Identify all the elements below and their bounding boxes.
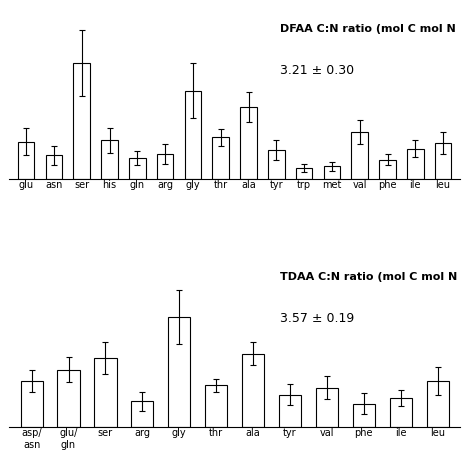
Text: DFAA C:N ratio (mol C mol N: DFAA C:N ratio (mol C mol N [280, 24, 456, 34]
Bar [240, 107, 257, 179]
Bar [427, 381, 449, 427]
Bar [73, 63, 90, 179]
Bar [316, 388, 338, 427]
Bar [101, 140, 118, 179]
Bar [205, 385, 227, 427]
Bar [212, 137, 229, 179]
Bar [129, 158, 146, 179]
Bar [168, 317, 191, 427]
Bar [131, 401, 154, 427]
Bar [18, 142, 35, 179]
Bar [268, 150, 285, 179]
Bar [353, 404, 375, 427]
Bar [184, 91, 201, 179]
Bar [407, 148, 424, 179]
Text: TDAA C:N ratio (mol C mol N: TDAA C:N ratio (mol C mol N [280, 272, 457, 282]
Bar [435, 143, 451, 179]
Bar [57, 370, 80, 427]
Bar [279, 395, 301, 427]
Bar [20, 381, 43, 427]
Bar [46, 155, 62, 179]
Bar [157, 154, 173, 179]
Bar [94, 358, 117, 427]
Bar [379, 160, 396, 179]
Bar [296, 168, 312, 179]
Text: 3.21 ± 0.30: 3.21 ± 0.30 [280, 64, 354, 77]
Bar [324, 166, 340, 179]
Bar [242, 354, 264, 427]
Bar [351, 132, 368, 179]
Text: 3.57 ± 0.19: 3.57 ± 0.19 [280, 311, 354, 325]
Bar [390, 398, 412, 427]
